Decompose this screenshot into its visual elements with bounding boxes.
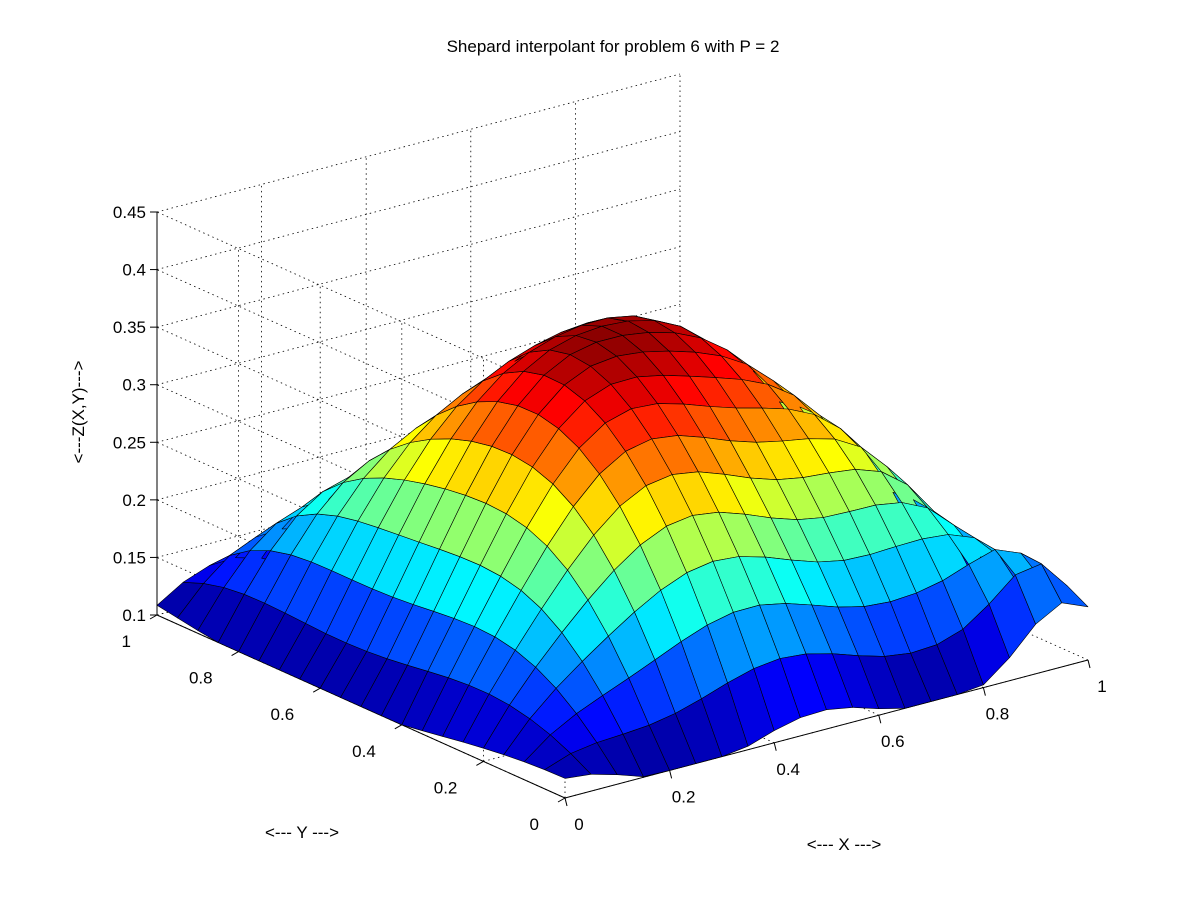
y-tick-mark	[557, 797, 566, 803]
y-tick-label: 0.6	[271, 705, 295, 724]
x-tick-label: 0	[574, 815, 583, 834]
z-tick-label: 0.35	[113, 318, 146, 337]
y-tick-mark	[149, 614, 158, 620]
x-tick-mark	[982, 687, 986, 696]
surface-facet	[1041, 563, 1089, 608]
x-axis-title: <--- X --->	[807, 835, 882, 854]
chart-title: Shepard interpolant for problem 6 with P…	[447, 37, 780, 56]
y-tick-mark	[394, 724, 403, 730]
z-tick-label: 0.25	[113, 433, 146, 452]
z-tick-label: 0.4	[122, 261, 146, 280]
grid-line-z-right	[156, 73, 681, 213]
grid-line-z-right	[156, 188, 681, 328]
x-tick-label: 0.2	[672, 787, 696, 806]
y-tick-mark	[231, 651, 239, 657]
z-tick-label: 0.15	[113, 548, 146, 567]
x-tick-mark	[564, 797, 568, 807]
x-tick-label: 0.8	[986, 705, 1010, 724]
x-tick-mark	[878, 715, 882, 724]
y-tick-label: 0.2	[434, 778, 458, 797]
x-axis-line	[564, 659, 1089, 799]
x-tick-mark	[773, 742, 777, 751]
z-tick-label: 0.2	[122, 491, 146, 510]
y-tick-label: 0	[530, 815, 539, 834]
y-tick-mark	[312, 687, 321, 693]
z-tick-label: 0.3	[122, 376, 146, 395]
z-tick-label: 0.45	[113, 203, 146, 222]
y-tick-label: 0.4	[352, 742, 376, 761]
z-axis-title: <---Z(X,Y)--->	[69, 360, 88, 463]
grid-line-z-right	[156, 131, 681, 270]
x-tick-label: 0.4	[776, 760, 800, 779]
y-axis-title: <--- Y --->	[265, 823, 339, 842]
surface	[156, 315, 1089, 779]
y-tick-label: 0.8	[189, 669, 213, 688]
tick-labels: 0 0.2 0.4 0.6 0.8 1 0 0.2 0.4 0.6 0.8 1 0.1 0.15 0.2 0.…	[113, 203, 1107, 834]
x-tick-label: 0.6	[881, 732, 905, 751]
x-tick-mark	[1087, 659, 1091, 669]
y-tick-label: 1	[122, 632, 131, 651]
x-tick-label: 1	[1097, 677, 1106, 696]
x-tick-mark	[669, 770, 673, 779]
grid-line-z-right	[156, 246, 681, 386]
y-tick-mark	[476, 760, 484, 766]
z-tick-label: 0.1	[122, 606, 146, 625]
